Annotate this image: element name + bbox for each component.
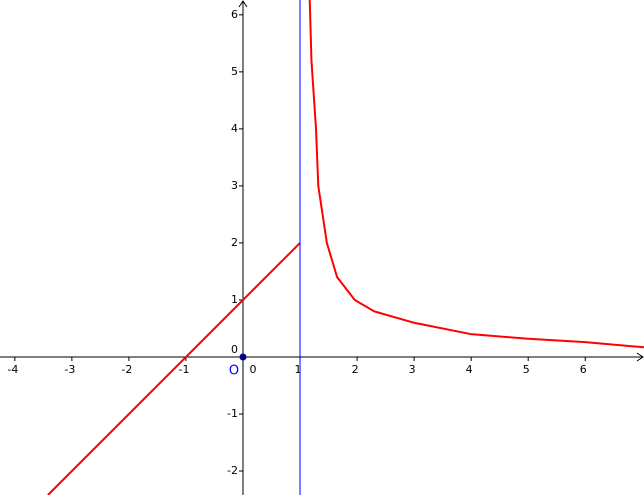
- point: [239, 353, 247, 361]
- y-tick-label: 2: [231, 236, 238, 249]
- y-tick-label: -2: [227, 464, 238, 477]
- x-tick-label: 0: [249, 363, 256, 376]
- y-tick-label: 4: [231, 122, 238, 135]
- y-axis-arrow: [238, 0, 248, 8]
- x-tick-label: 5: [523, 363, 530, 376]
- x-tick-label: -4: [7, 363, 18, 376]
- x-tick-label: 6: [580, 363, 587, 376]
- x-tick-label: 3: [409, 363, 416, 376]
- point-label: O: [229, 363, 239, 378]
- x-tick-label: -2: [121, 363, 132, 376]
- x-tick-label: 1: [295, 363, 302, 376]
- y-tick-label: 5: [231, 65, 238, 78]
- x-tick-label: -1: [178, 363, 189, 376]
- y-tick-label: 3: [231, 179, 238, 192]
- y-tick-label: -1: [227, 407, 238, 420]
- x-tick-label: 2: [352, 363, 359, 376]
- function-graph: [308, 0, 644, 349]
- x-tick-label: 4: [466, 363, 473, 376]
- x-axis-arrow: [636, 352, 644, 362]
- y-tick-label: 0: [231, 343, 238, 356]
- y-tick-label: 6: [231, 8, 238, 21]
- y-tick-label: 1: [231, 293, 238, 306]
- x-tick-label: -3: [64, 363, 75, 376]
- function-graph: [47, 242, 301, 495]
